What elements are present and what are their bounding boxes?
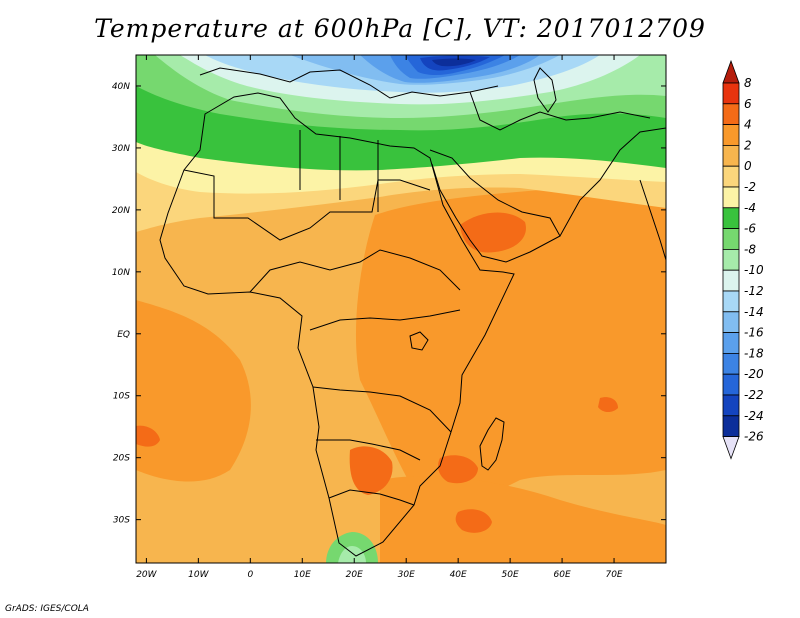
colorbar-swatch (722, 82, 740, 105)
lat-tick-label: 30S (113, 516, 130, 526)
colorbar-label: -8 (744, 242, 756, 256)
colorbar-label: -16 (744, 326, 764, 340)
lon-tick-label: 10W (188, 570, 209, 580)
credit-text: GrADS: IGES/COLA (5, 604, 89, 614)
border-southafrica (328, 489, 415, 506)
map-title: Temperature at 600hPa [C], VT: 201701270… (94, 14, 706, 43)
warm-patch-south-atlantic (136, 300, 251, 482)
border-middle-east (469, 91, 651, 131)
lon-tick-label: 40E (450, 570, 467, 580)
lon-tick-label: 20W (136, 570, 157, 580)
colorbar-label: 6 (744, 97, 752, 111)
lat-tick-label: EQ (117, 330, 130, 340)
colorbar-swatch (722, 228, 740, 250)
colorbar-label: 2 (744, 138, 752, 152)
colorbar-swatch (722, 207, 740, 230)
band-minus24-to-minus22 (432, 58, 476, 67)
colorbar-label: -4 (744, 201, 756, 215)
colorbar-label: 8 (744, 76, 752, 90)
mediterranean-north-coast (199, 67, 499, 99)
colorbar-label: -6 (744, 222, 756, 236)
colorbar-label: -26 (744, 430, 764, 444)
lat-tick-label: 10S (113, 392, 130, 402)
warm-patch-east-africa (355, 189, 666, 509)
africa-coastline (159, 92, 515, 557)
lon-tick-label: 60E (554, 570, 571, 580)
hot-patch-arabia (460, 212, 526, 253)
lon-tick-label: 20E (346, 570, 363, 580)
colorbar-swatch (722, 332, 740, 354)
plot-frame (135, 54, 667, 564)
lat-tick-label: 30N (112, 144, 130, 154)
colorbar-swatch (722, 269, 740, 292)
colorbar-swatch (722, 311, 740, 333)
colorbar-label: -2 (744, 180, 756, 194)
coastlines-and-borders (159, 67, 666, 557)
colorbar-swatch (722, 103, 740, 126)
border-southern (316, 439, 421, 461)
colorbar-scale: 8 6 4 2 0 -2 -4 -6 -8 -10 -12 -14 -16 -18 -20 -22 -24 -26 (722, 59, 764, 460)
lat-tick-label: 20S (113, 454, 130, 464)
lat-tick-label: 20N (112, 206, 130, 216)
colorbar-swatch (722, 352, 740, 375)
lat-tick-label: 10N (112, 268, 130, 278)
colorbar-swatch (722, 290, 740, 313)
warm-patch-southern-ocean (380, 476, 666, 563)
colorbar-swatch (722, 373, 740, 396)
colorbar-label: -12 (744, 284, 764, 298)
colorbar-label: 4 (744, 118, 752, 132)
cold-blob-cape-inner (338, 546, 366, 563)
border-south-central (312, 386, 452, 433)
border-east (309, 309, 461, 331)
hot-patch-mozambique-channel (438, 455, 478, 484)
hot-patch-southern-africa (349, 446, 393, 495)
colorbar-swatch (722, 144, 740, 167)
lat-tick-label: 40N (112, 82, 130, 92)
colorbar-label: -14 (744, 305, 764, 319)
longitude-ticks: 20W 10W 0 10E 20E 30E 40E 50E 60E 70E (136, 55, 623, 580)
temperature-field (136, 55, 666, 563)
colorbar-label: -20 (744, 367, 764, 381)
lon-tick-label: 50E (502, 570, 519, 580)
arabia-coastline (429, 149, 561, 263)
colorbar-swatch (722, 415, 740, 437)
colorbar-label: -10 (744, 263, 764, 277)
lon-tick-label: 10E (294, 570, 311, 580)
colorbar-label: -22 (744, 388, 764, 402)
latitude-ticks: 40N 30N 20N 10N EQ 10S 20S 30S (112, 82, 666, 526)
colorbar-swatch (722, 186, 740, 209)
colorbar-top-arrow (722, 59, 740, 84)
lake-victoria (409, 331, 429, 351)
india-coastline (639, 179, 666, 261)
hot-patch-indian-east (598, 397, 618, 413)
border-north-libya (299, 130, 379, 212)
lon-tick-label: 70E (605, 570, 622, 580)
caspian-outline (533, 67, 557, 113)
colorbar-label: -18 (744, 346, 764, 360)
asia-coastline (559, 127, 666, 237)
colorbar-swatch (722, 124, 740, 146)
colorbar-swatch (722, 248, 740, 271)
colorbar-label: -24 (744, 409, 764, 423)
colorbar-swatch (722, 165, 740, 188)
colorbar-label: 0 (744, 159, 752, 173)
hot-patch-atlantic-west (136, 425, 160, 447)
hot-patch-south-indian (455, 509, 492, 533)
border-central (249, 249, 461, 293)
lon-tick-label: 30E (398, 570, 415, 580)
lon-tick-label: 0 (247, 570, 253, 580)
colorbar-bottom-arrow (722, 436, 740, 460)
colorbar-swatch (722, 394, 740, 417)
madagascar-coastline (479, 417, 505, 471)
border-sahel (183, 169, 431, 241)
